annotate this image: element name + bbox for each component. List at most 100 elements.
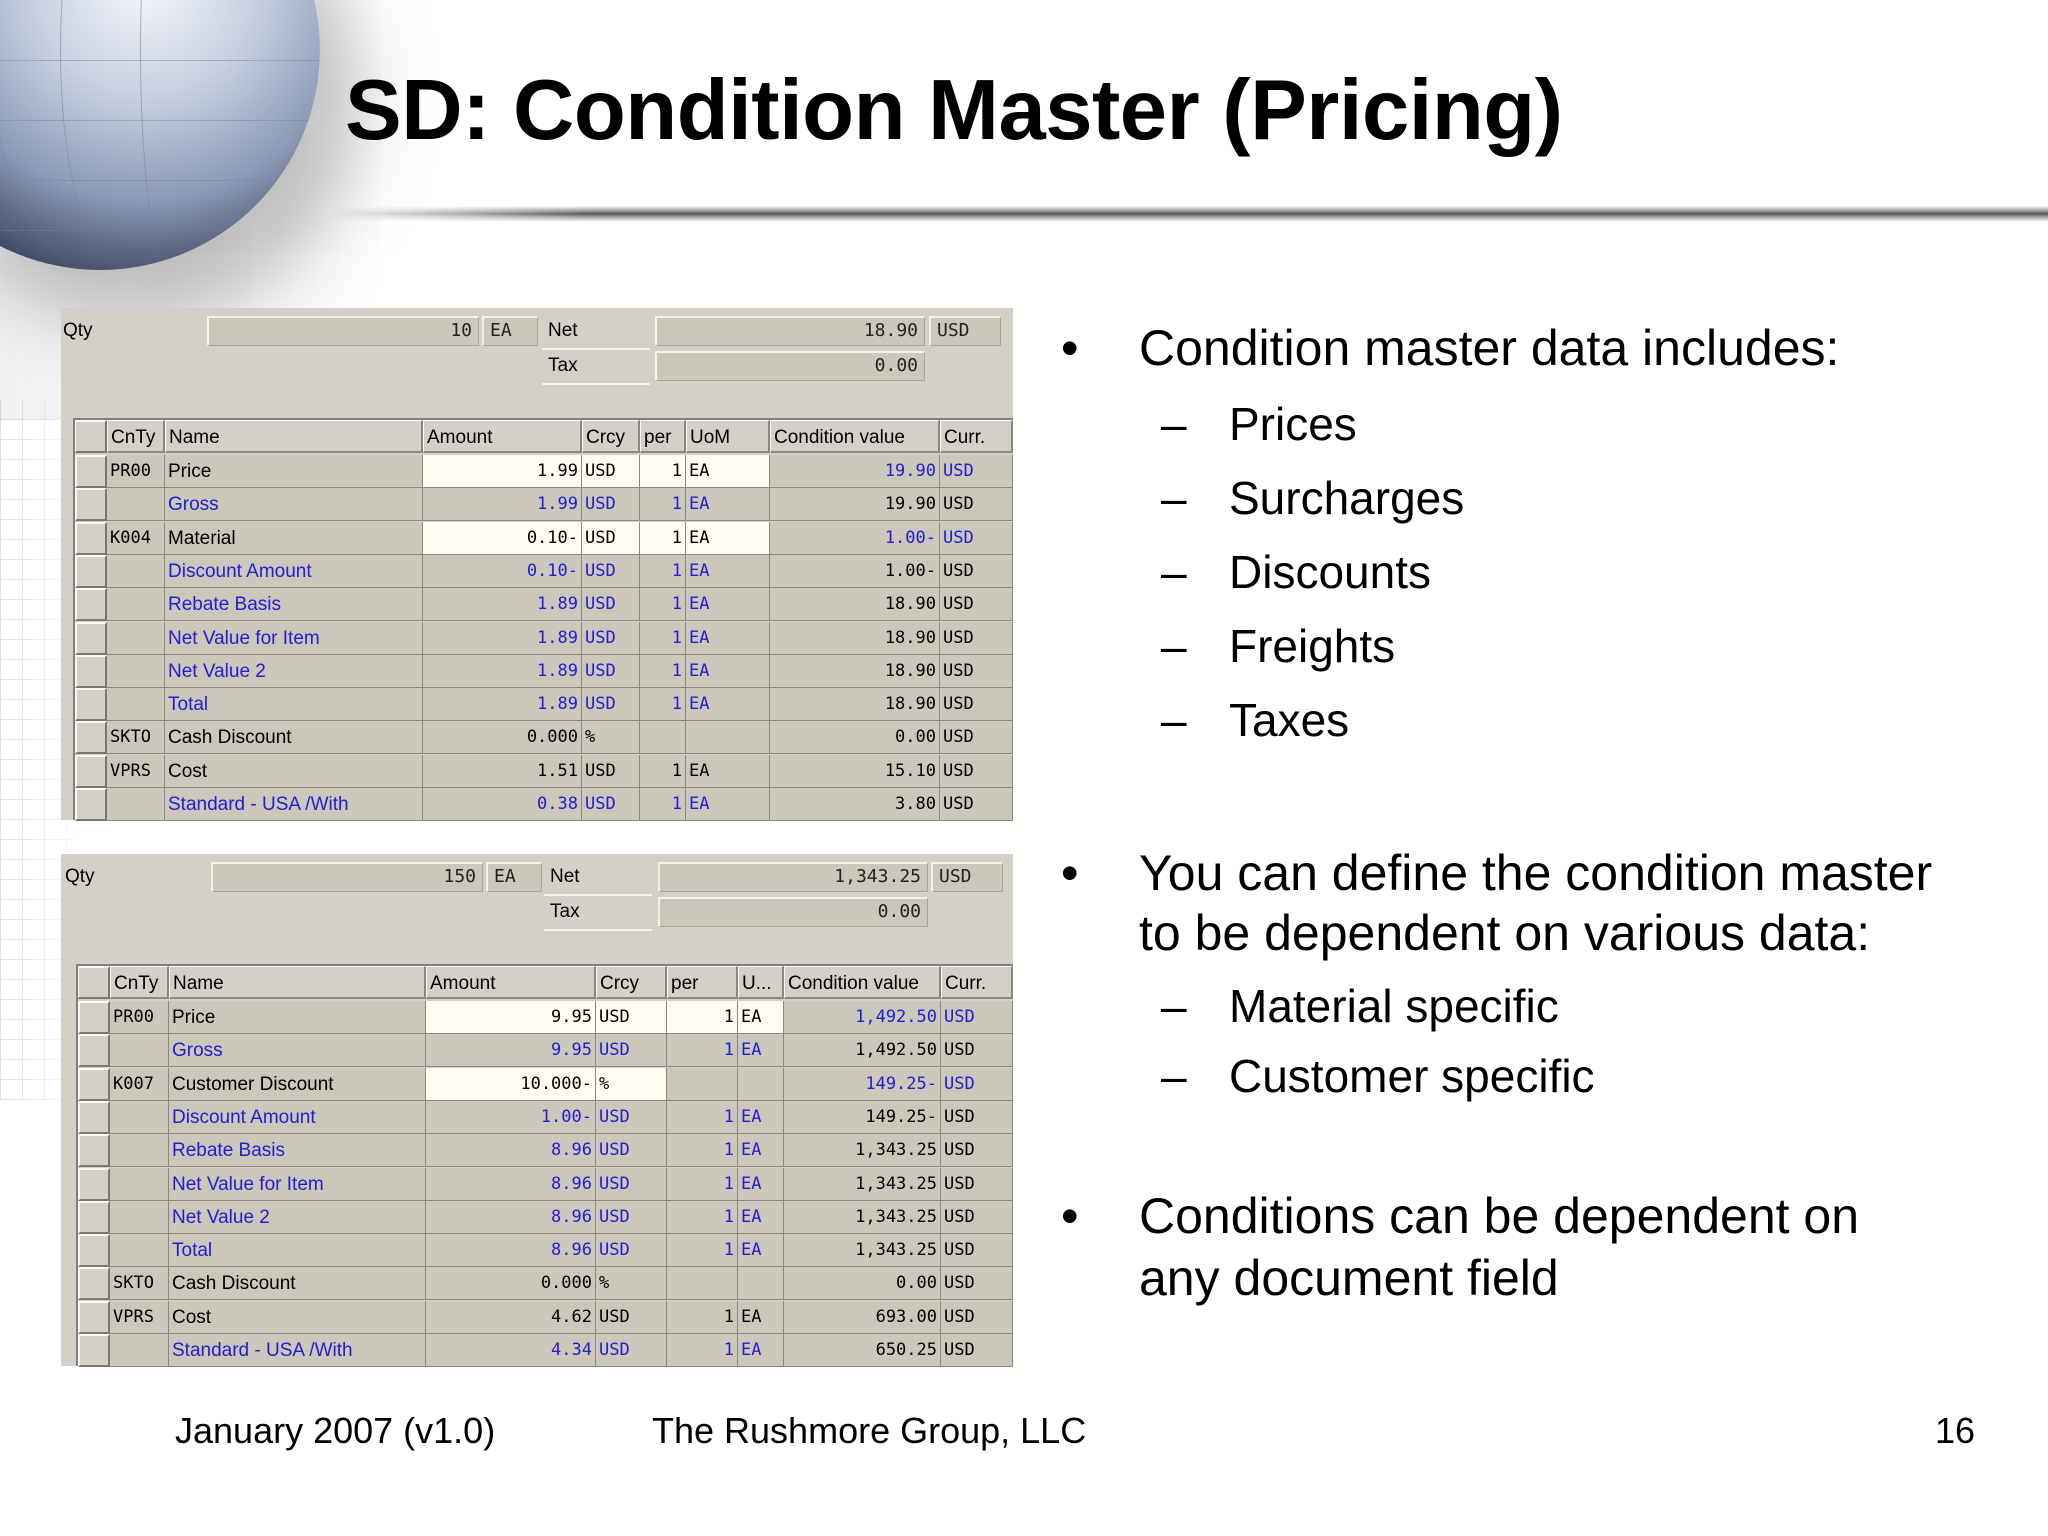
row-select-button[interactable]	[75, 788, 107, 821]
column-header-per[interactable]: per	[640, 420, 686, 453]
row-select-button[interactable]	[75, 554, 107, 588]
table-row[interactable]: PR00 Price 9.95 USD 1 EA 1,492.50 USD	[78, 1001, 1013, 1034]
row-select-button[interactable]	[78, 1067, 110, 1101]
table-row[interactable]: Gross 9.95 USD 1 EA 1,492.50 USD	[78, 1034, 1013, 1068]
column-header-curr[interactable]: Curr.	[940, 420, 1013, 453]
tax-value-field[interactable]: 0.00	[655, 351, 925, 381]
column-header-cnty[interactable]: CnTy	[107, 420, 165, 453]
column-header-uom[interactable]: U...	[738, 966, 784, 999]
table-row[interactable]: Net Value 2 8.96 USD 1 EA 1,343.25 USD	[78, 1200, 1013, 1234]
currency-cell[interactable]: USD	[582, 455, 640, 488]
per-cell[interactable]: 1	[640, 521, 686, 555]
qty-uom-field[interactable]: EA	[482, 316, 538, 346]
condition-name-cell: Rebate Basis	[169, 1134, 426, 1168]
row-select-button[interactable]	[75, 688, 107, 722]
amount-cell: 1.00-	[426, 1100, 596, 1134]
table-row[interactable]: Rebate Basis 1.89 USD 1 EA 18.90 USD	[75, 588, 1013, 622]
amount-cell[interactable]: 1.99	[423, 455, 582, 488]
row-select-button[interactable]	[75, 521, 107, 555]
table-row[interactable]: Discount Amount 0.10- USD 1 EA 1.00- USD	[75, 554, 1013, 588]
row-select-button[interactable]	[78, 1267, 110, 1301]
column-header-crcy[interactable]: Crcy	[582, 420, 640, 453]
table-row[interactable]: Discount Amount 1.00- USD 1 EA 149.25- USD	[78, 1100, 1013, 1134]
uom-cell: EA	[738, 1234, 784, 1268]
table-row[interactable]: Total 1.89 USD 1 EA 18.90 USD	[75, 688, 1013, 722]
table-row[interactable]: Total 8.96 USD 1 EA 1,343.25 USD	[78, 1234, 1013, 1268]
table-row[interactable]: K007 Customer Discount 10.000-% 149.25- USD	[78, 1067, 1013, 1101]
uom-cell: EA	[738, 1100, 784, 1134]
table-row[interactable]: SKTO Cash Discount 0.000% 0.00 USD	[75, 721, 1013, 755]
column-header-condition-value[interactable]: Condition value	[784, 966, 941, 999]
net-currency-field[interactable]: USD	[929, 316, 1001, 346]
net-value-field[interactable]: 18.90	[655, 316, 925, 346]
table-row[interactable]: Net Value for Item 8.96 USD 1 EA 1,343.25 USD	[78, 1167, 1013, 1201]
column-header-per[interactable]: per	[667, 966, 738, 999]
amount-cell[interactable]: 10.000-	[426, 1067, 596, 1101]
column-header-curr[interactable]: Curr.	[941, 966, 1013, 999]
table-row[interactable]: PR00 Price 1.99 USD 1 EA 19.90 USD	[75, 455, 1013, 488]
row-select-button[interactable]	[75, 621, 107, 655]
net-currency-field[interactable]: USD	[931, 862, 1003, 892]
uom-cell[interactable]: EA	[738, 1001, 784, 1034]
select-all-button[interactable]	[75, 420, 107, 453]
table-row[interactable]: Standard - USA /With 0.38 USD 1 EA 3.80 USD	[75, 788, 1013, 821]
table-row[interactable]: Net Value 2 1.89 USD 1 EA 18.90 USD	[75, 654, 1013, 688]
column-header-uom[interactable]: UoM	[686, 420, 770, 453]
currency-cell: USD	[582, 621, 640, 655]
row-select-button[interactable]	[78, 1234, 110, 1268]
uom-cell[interactable]: EA	[686, 455, 770, 488]
row-select-button[interactable]	[75, 754, 107, 788]
condition-currency-cell: USD	[941, 1067, 1013, 1101]
column-header-amount[interactable]: Amount	[423, 420, 582, 453]
row-select-button[interactable]	[75, 588, 107, 622]
condition-name-cell: Total	[165, 688, 423, 722]
column-header-cnty[interactable]: CnTy	[110, 966, 169, 999]
column-header-amount[interactable]: Amount	[426, 966, 596, 999]
row-select-button[interactable]	[78, 1134, 110, 1168]
amount-cell[interactable]: 0.10-	[423, 521, 582, 555]
row-select-button[interactable]	[78, 1100, 110, 1134]
condition-value-cell: 19.90	[770, 455, 940, 488]
currency-cell[interactable]: USD	[596, 1001, 667, 1034]
per-cell[interactable]: 1	[667, 1001, 738, 1034]
per-cell[interactable]: 1	[640, 455, 686, 488]
net-value-field[interactable]: 1,343.25	[658, 862, 928, 892]
amount-cell[interactable]: 9.95	[426, 1001, 596, 1034]
row-select-button[interactable]	[75, 654, 107, 688]
table-row[interactable]: K004 Material 0.10- USD 1 EA 1.00- USD	[75, 521, 1013, 555]
column-header-name[interactable]: Name	[165, 420, 423, 453]
row-select-button[interactable]	[75, 488, 107, 522]
table-row[interactable]: Net Value for Item 1.89 USD 1 EA 18.90 USD	[75, 621, 1013, 655]
row-select-button[interactable]	[75, 455, 107, 488]
tax-value-field[interactable]: 0.00	[658, 897, 928, 927]
table-row[interactable]: Standard - USA /With 4.34 USD 1 EA 650.25 USD	[78, 1334, 1013, 1367]
currency-cell[interactable]: USD	[582, 521, 640, 555]
currency-cell[interactable]: %	[596, 1067, 667, 1101]
uom-cell[interactable]	[738, 1067, 784, 1101]
per-cell[interactable]	[667, 1067, 738, 1101]
column-header-name[interactable]: Name	[169, 966, 426, 999]
qty-uom-field[interactable]: EA	[486, 862, 542, 892]
column-header-condition-value[interactable]: Condition value	[770, 420, 940, 453]
table-row[interactable]: SKTO Cash Discount 0.000% 0.00 USD	[78, 1267, 1013, 1301]
condition-value-cell: 693.00	[784, 1300, 941, 1334]
row-select-button[interactable]	[78, 1334, 110, 1367]
row-select-button[interactable]	[78, 1034, 110, 1068]
row-select-button[interactable]	[78, 1001, 110, 1034]
column-header-crcy[interactable]: Crcy	[596, 966, 667, 999]
table-row[interactable]: VPRS Cost 4.62 USD 1 EA 693.00 USD	[78, 1300, 1013, 1334]
table-row[interactable]: VPRS Cost 1.51 USD 1 EA 15.10 USD	[75, 754, 1013, 788]
table-row[interactable]: Rebate Basis 8.96 USD 1 EA 1,343.25 USD	[78, 1134, 1013, 1168]
condition-type-cell	[107, 688, 165, 722]
qty-field[interactable]: 150	[211, 862, 483, 892]
uom-cell	[738, 1267, 784, 1301]
condition-name-cell: Gross	[169, 1034, 426, 1068]
row-select-button[interactable]	[78, 1200, 110, 1234]
row-select-button[interactable]	[78, 1300, 110, 1334]
select-all-button[interactable]	[78, 966, 110, 999]
row-select-button[interactable]	[75, 721, 107, 755]
qty-field[interactable]: 10	[207, 316, 479, 346]
uom-cell[interactable]: EA	[686, 521, 770, 555]
row-select-button[interactable]	[78, 1167, 110, 1201]
table-row[interactable]: Gross 1.99 USD 1 EA 19.90 USD	[75, 488, 1013, 522]
